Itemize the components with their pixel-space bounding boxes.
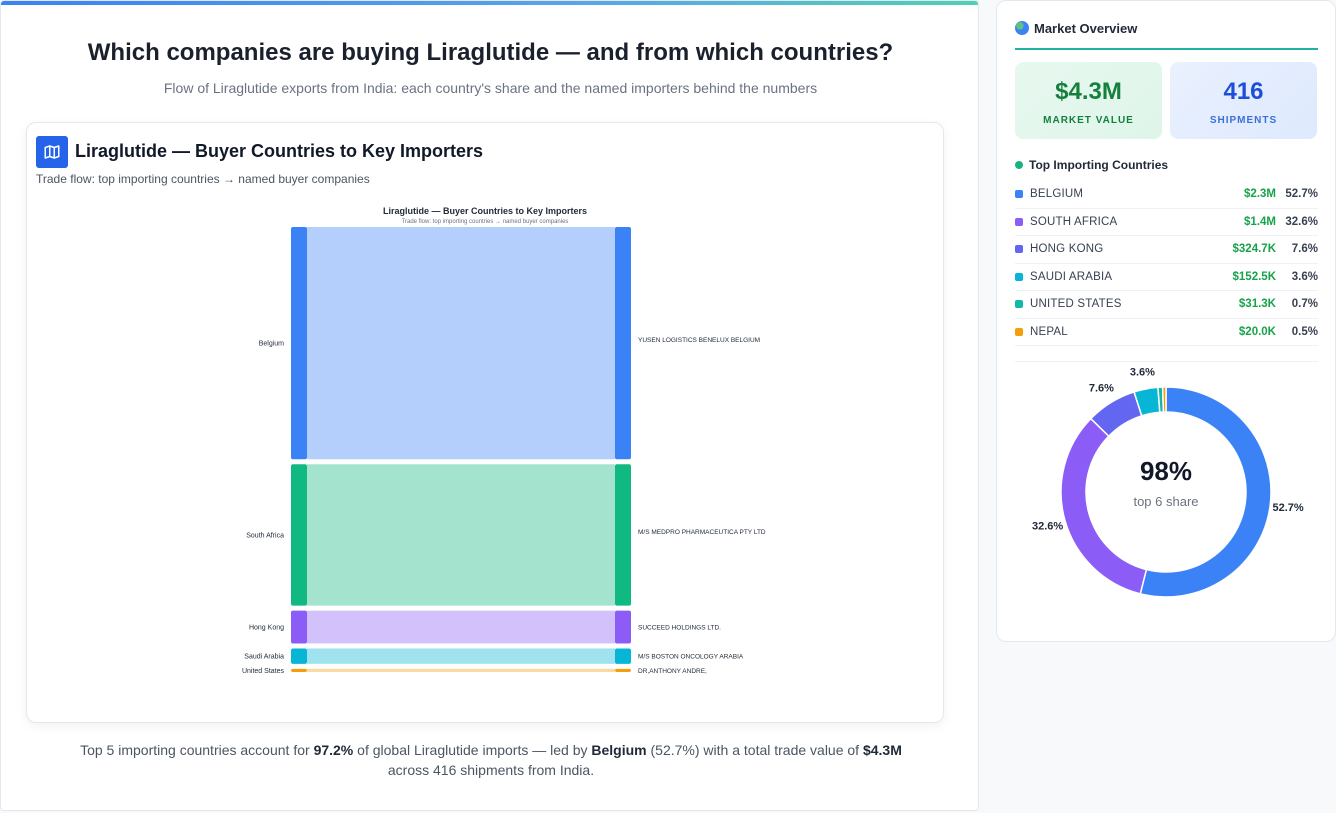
map-icon [36,136,68,168]
sankey-flow-band [307,668,615,672]
sankey-flow-band [307,610,615,644]
country-value: $152.5K [1232,270,1276,283]
color-swatch [1015,245,1023,254]
market-overview-header: Market Overview [1015,21,1318,50]
sankey-target-node [615,227,631,460]
country-name: UNITED STATES [1030,298,1122,311]
sankey-source-node [291,464,307,606]
country-share: 7.6% [1291,243,1318,256]
donut-slice-label: 52.7% [1272,502,1303,514]
country-row: UNITED STATES $31.3K 0.7% [1015,291,1318,319]
insight-part: Top 5 importing countries account for [80,742,314,758]
insight-part: across 416 shipments from India. [387,762,595,778]
country-share: 3.6% [1291,270,1318,283]
country-share: 0.7% [1291,298,1318,311]
color-swatch [1015,272,1023,281]
sankey-chart: Liraglutide — Buyer Countries to Key Imp… [242,206,766,675]
market-value-kpi: $4.3M MARKET VALUE [1015,62,1162,139]
sankey-source-node [291,668,307,672]
shipments-label: SHIPMENTS [1209,115,1278,126]
sankey-source-label: Saudi Arabia [244,654,284,661]
sankey-title: Liraglutide — Buyer Countries to Key Imp… [383,206,587,216]
country-name: NEPAL [1030,325,1068,338]
sankey-target-node [615,648,631,664]
chart-card: Liraglutide — Buyer Countries to Key Imp… [26,122,944,723]
country-share: 0.5% [1291,325,1318,338]
country-share: 52.7% [1285,188,1318,201]
country-row: BELGIUM $2.3M 52.7% [1015,181,1318,209]
insight-part: (52.7%) with a total trade value of [646,742,863,758]
country-share: 32.6% [1285,215,1318,228]
globe-icon [1015,21,1029,35]
insight-text: Top 5 importing countries account for 97… [41,740,941,780]
shipments-value: 416 [1223,78,1264,105]
sankey-target-label: DR,ANTHONY ANDRE, [638,668,707,675]
sankey-target-label: M/S BOSTON ONCOLOGY ARABIA [638,654,744,661]
sankey-target-label: YUSEN LOGISTICS BENELUX BELGIUM [638,337,760,344]
country-name: SAUDI ARABIA [1030,270,1113,283]
divider [1015,361,1318,362]
accent-bar [1,1,978,5]
insight-part: of global Liraglutide imports — led by [353,742,592,758]
sankey-target-node [615,668,631,672]
insight-total: $4.3M [862,742,902,758]
sankey-flow-band [307,464,615,606]
sankey-flow-band [307,648,615,664]
country-value: $31.3K [1238,298,1276,311]
chart-card-title: Liraglutide — Buyer Countries to Key Imp… [75,141,484,161]
donut-slice-label: 3.6% [1130,366,1155,378]
page-title: Which companies are buying Liraglutide —… [87,39,894,66]
insight-leader: Belgium [591,742,647,758]
market-value-label: MARKET VALUE [1043,115,1134,126]
top-countries-title: Top Importing Countries [1029,158,1169,172]
sankey-source-node [291,610,307,644]
sankey-target-node [615,464,631,606]
sankey-source-label: South Africa [246,532,284,539]
page-subtitle: Flow of Liraglutide exports from India: … [163,80,818,96]
chart-card-subtitle: Trade flow: top importing countries → na… [36,172,370,186]
donut-slice [1139,386,1272,598]
country-value: $20.0K [1238,325,1276,338]
sankey-target-label: SUCCEED HOLDINGS LTD. [638,625,721,632]
country-row: NEPAL $20.0K 0.5% [1015,319,1318,346]
country-list: BELGIUM $2.3M 52.7% SOUTH AFRICA $1.4M 32.6% H… [1015,181,1318,346]
main-card: Which companies are buying Liraglutide —… [0,0,979,811]
sankey-source-label: United States [242,668,285,675]
donut-center-label: top 6 share [1133,494,1198,509]
donut-slice-label: 32.6% [1032,520,1063,532]
country-value: $1.4M [1244,215,1276,228]
sankey-target-node [615,610,631,644]
sankey-flow-band [307,227,615,460]
market-overview-panel: Market Overview $4.3M MARKET VALUE 416 S… [996,0,1336,642]
country-row: HONG KONG $324.7K 7.6% [1015,236,1318,264]
country-row: SOUTH AFRICA $1.4M 32.6% [1015,209,1318,236]
country-row: SAUDI ARABIA $152.5K 3.6% [1015,264,1318,291]
sankey-source-node [291,227,307,460]
color-swatch [1015,327,1023,336]
sankey-source-label: Belgium [259,341,284,348]
country-name: HONG KONG [1030,243,1104,256]
share-donut-chart: 98% top 6 share 52.7% 32.6% 7.6% 3.6% [1032,366,1304,598]
donut-center-value: 98% [1140,456,1192,486]
sankey-subtitle: Trade flow: top importing countries → na… [402,219,569,225]
country-value: $324.7K [1232,243,1276,256]
top-countries-heading: Top Importing Countries [1015,158,1168,172]
insight-share: 97.2% [313,742,354,758]
sankey-target-label: M/S MEDPRO PHARMACEUTICA PTY LTD [638,529,766,536]
sankey-source-node [291,648,307,664]
color-swatch [1015,190,1023,199]
market-value: $4.3M [1055,78,1122,105]
country-value: $2.3M [1244,188,1276,201]
market-overview-title: Market Overview [1034,21,1138,36]
donut-slice [1161,386,1167,413]
sankey-source-label: Hong Kong [249,625,284,632]
color-swatch [1015,300,1023,309]
donut-slice-label: 7.6% [1089,382,1114,394]
color-swatch [1015,217,1023,226]
shipments-kpi: 416 SHIPMENTS [1170,62,1317,139]
country-name: BELGIUM [1030,188,1084,201]
country-name: SOUTH AFRICA [1030,215,1118,228]
heading-dot-icon [1015,161,1023,169]
